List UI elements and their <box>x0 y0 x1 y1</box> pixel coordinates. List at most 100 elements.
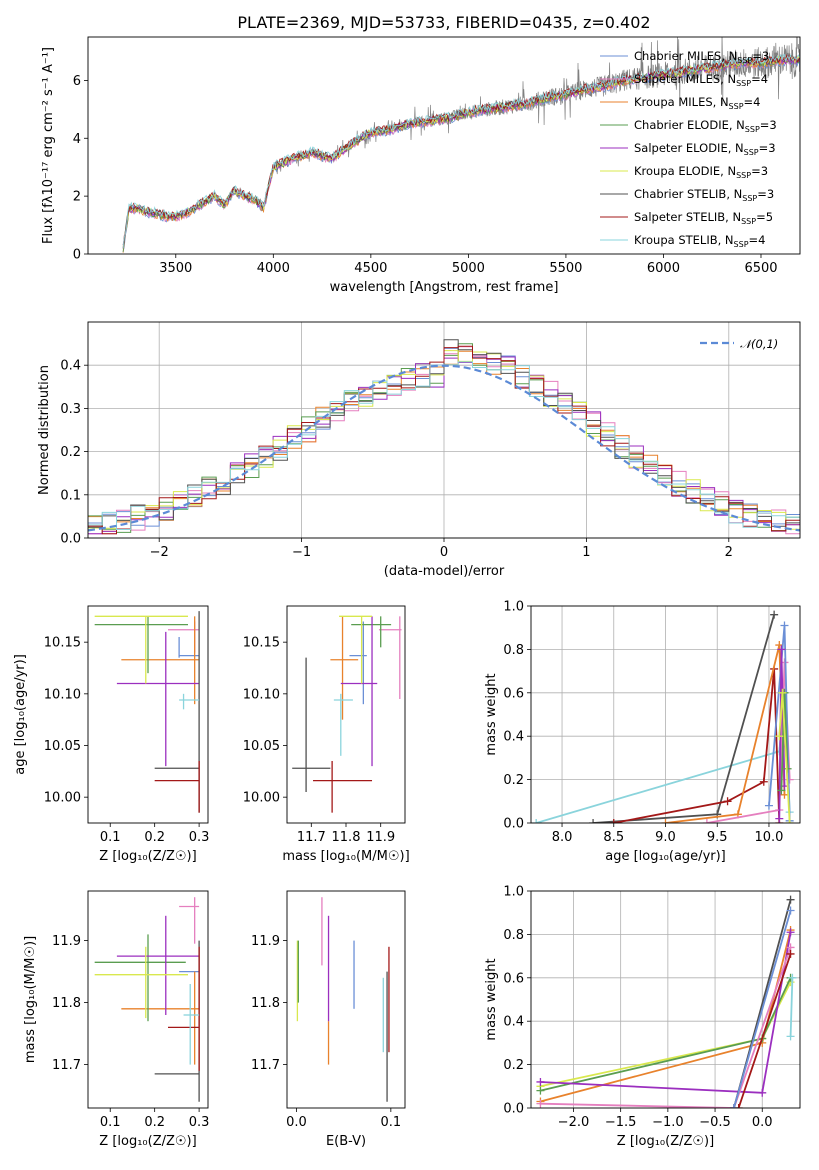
weight-marker <box>775 814 784 823</box>
weight-marker <box>589 819 598 823</box>
y-tick-label: 0.2 <box>503 773 524 788</box>
axes-frame <box>286 890 406 1109</box>
weight-line <box>789 977 794 1037</box>
x-axis-label: age [log₁₀(age/yr)] <box>605 849 726 864</box>
legend-text: Kroupa STELIB, N <box>634 233 734 247</box>
x-tick-label: −2 <box>150 545 169 560</box>
weight-marker <box>786 928 795 937</box>
x-tick-label: −1.0 <box>652 1115 684 1130</box>
legend-suffix: =4 <box>744 95 761 109</box>
legend-entry: Kroupa STELIB, NSSP=4 <box>634 233 765 249</box>
x-axis-label: wavelength [Angstrom, rest frame] <box>330 280 559 295</box>
weight-marker <box>702 819 711 823</box>
legend-suffix: =4 <box>749 233 766 247</box>
weight-marker <box>786 1032 795 1041</box>
legend-suffix: =3 <box>757 187 774 201</box>
error-point-chabrier-stelib <box>292 657 331 792</box>
axes-mass_vs_Z: 0.1 0.2 0.3 11.7 11.8 11.9 Z [log₁₀(Z/Z☉)] mass… <box>23 890 210 1149</box>
x-tick-label: −1.5 <box>605 1115 637 1130</box>
y-tick-label: 2 <box>73 190 81 205</box>
y-tick-label: 0.4 <box>503 1015 524 1030</box>
model-line-salpeter-stelib <box>122 53 800 249</box>
y-tick-label: 0.4 <box>503 730 524 745</box>
x-axis-label: Z [log₁₀(Z/Z☉)] <box>99 1134 196 1149</box>
error-point-kroupa-miles <box>121 971 200 1065</box>
legend-subscript: SSP <box>742 194 757 203</box>
y-tick-label: 1.0 <box>503 885 524 900</box>
x-tick-label: 11.9 <box>366 830 395 845</box>
legend-text: Salpeter STELIB, N <box>634 210 741 224</box>
x-tick-label: 0.1 <box>100 1115 121 1130</box>
legend-entry: Kroupa MILES, NSSP=4 <box>634 95 760 111</box>
plot-area-age_vs_mass <box>292 615 402 813</box>
y-tick-label: 6 <box>73 74 81 89</box>
y-tick-label: 0.6 <box>503 971 524 986</box>
x-tick-label: 0.3 <box>189 1115 210 1130</box>
error-point-salpeter-elodie <box>116 631 200 767</box>
legend-subscript: SSP <box>745 125 760 134</box>
weight-marker <box>532 819 541 823</box>
weight-series-kroupa-stelib <box>786 973 797 1041</box>
error-point-chabrier-elodie <box>94 934 186 1022</box>
weight-marker <box>764 801 773 810</box>
y-axis-label: mass weight <box>484 673 499 755</box>
error-point-chabrier-elodie <box>94 616 188 674</box>
x-tick-label: 0.3 <box>189 830 210 845</box>
error-point-salpeter-elodie <box>116 915 200 1015</box>
axes-mass_vs_EBV: 0.0 0.1 11.7 11.8 11.9 E(B-V) <box>251 890 406 1149</box>
legend: 𝒩(0,1) <box>700 337 778 351</box>
error-point-kroupa-elodie <box>339 615 373 684</box>
error-point-salpeter-elodie <box>340 616 378 767</box>
x-tick-label: 11.8 <box>332 830 361 845</box>
legend-subscript: SSP <box>729 102 744 111</box>
normal-curve <box>88 364 800 532</box>
axes-residuals: −2 −1 0 1 2 0.0 0.1 0.2 0.3 0.4 (data-model)/error… <box>37 321 801 579</box>
weight-series-chabrier-miles <box>729 906 795 1108</box>
legend-text: Kroupa MILES, N <box>634 95 729 109</box>
legend-suffix: =5 <box>756 210 773 224</box>
axes-frame <box>87 36 801 255</box>
weight-line <box>540 947 792 1108</box>
y-tick-label: 10.05 <box>44 739 81 754</box>
axes-age_vs_Z: 0.1 0.2 0.3 10.00 10.05 10.10 10.15 Z [log₁₀(Z/… <box>13 605 210 864</box>
y-tick-label: 11.9 <box>251 934 280 949</box>
y-tick-label: 10.00 <box>44 791 81 806</box>
x-tick-label: 3500 <box>159 261 192 276</box>
x-tick-label: 10.0 <box>754 830 783 845</box>
weight-marker <box>723 797 732 806</box>
x-tick-label: 8.0 <box>552 830 573 845</box>
plot-area-spectrum <box>122 37 800 253</box>
weight-marker <box>759 777 768 786</box>
weight-marker <box>536 1099 545 1108</box>
y-tick-label: 11.9 <box>52 934 81 949</box>
weight-marker <box>661 819 670 823</box>
y-tick-label: 10.15 <box>243 636 280 651</box>
weight-marker <box>536 1077 545 1086</box>
y-tick-label: 0.6 <box>503 686 524 701</box>
legend-subscript: SSP <box>741 217 756 226</box>
x-tick-label: −1 <box>292 545 311 560</box>
legend-entry: Salpeter STELIB, NSSP=5 <box>634 210 773 226</box>
legend-suffix: =3 <box>760 118 777 132</box>
legend-suffix: =3 <box>751 164 768 178</box>
weight-line <box>733 910 792 1108</box>
error-point-salpeter-stelib <box>168 946 200 1071</box>
weight-series-salpeter-stelib <box>734 949 795 1108</box>
plot-area-age_vs_Z <box>94 611 200 813</box>
plot-area-weight_vs_Z <box>536 895 797 1108</box>
x-tick-label: 0.1 <box>100 830 121 845</box>
error-point-kroupa-elodie <box>94 615 188 684</box>
axes-frame <box>286 605 406 824</box>
axes-weight_vs_Z: −2.0 −1.5 −1.0 −0.5 0.0 0.0 0.2 0.4 0.6 0.8 1.0 Z [… <box>484 885 801 1149</box>
chart-layer: 3500 4000 4500 5000 5500 6000 6500 0 2 4 6 waveleng… <box>13 13 801 1149</box>
legend-text: Salpeter ELODIE, N <box>634 141 744 155</box>
plot-area-weight_vs_age <box>532 610 794 823</box>
x-axis-label: mass [log₁₀(M/M☉)] <box>282 849 409 864</box>
y-tick-label: 4 <box>73 132 81 147</box>
axes-age_vs_mass: 11.7 11.8 11.9 10.00 10.05 10.10 10.15 mass [lo… <box>243 605 410 864</box>
legend-text: Chabrier MILES, N <box>634 49 737 63</box>
y-tick-label: 0.0 <box>503 1102 524 1117</box>
y-axis-label: Flux [fλ10⁻¹⁷ erg cm⁻² s⁻¹ A⁻¹] <box>41 47 56 244</box>
x-tick-label: 6500 <box>744 261 777 276</box>
plot-area-mass_vs_EBV <box>296 897 390 1102</box>
